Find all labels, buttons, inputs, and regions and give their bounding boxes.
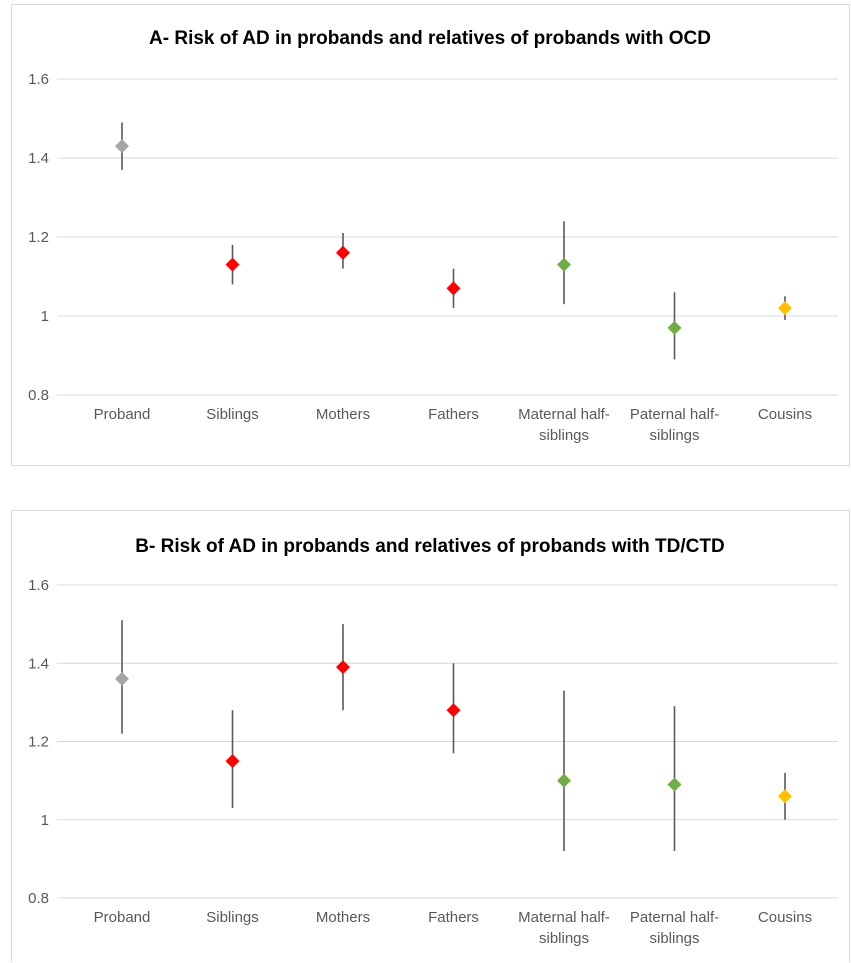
chart-a-svg: A- Risk of AD in probands and relatives …	[28, 28, 838, 444]
y-tick-label: 0.8	[28, 387, 49, 404]
chart-b-svg: B- Risk of AD in probands and relatives …	[28, 536, 838, 947]
x-tick-label: Proband	[94, 406, 151, 423]
x-tick-label: Maternal half-siblings	[518, 406, 610, 444]
x-tick-label: Mothers	[316, 406, 370, 423]
x-tick-label: Proband	[94, 909, 151, 926]
y-tick-label: 1.4	[28, 655, 49, 672]
data-point-marker	[667, 320, 682, 335]
x-tick-label: Paternal half-siblings	[630, 406, 719, 444]
data-point-marker	[778, 301, 792, 316]
data-point-marker	[336, 245, 350, 260]
x-tick-label: Fathers	[428, 909, 479, 926]
y-tick-label: 1.4	[28, 150, 49, 167]
y-tick-label: 0.8	[28, 890, 49, 907]
x-tick-label: Siblings	[206, 406, 259, 423]
data-point-marker	[225, 754, 240, 769]
y-tick-label: 1.6	[28, 577, 49, 594]
data-point-marker	[778, 789, 792, 804]
chart-panel-b: B- Risk of AD in probands and relatives …	[11, 510, 850, 962]
x-tick-label: Maternal half-siblings	[518, 909, 610, 947]
data-point-marker	[225, 257, 240, 272]
data-point-marker	[557, 773, 571, 788]
data-point-marker	[336, 660, 350, 675]
data-point-marker	[446, 703, 461, 718]
y-tick-label: 1.2	[28, 229, 49, 246]
data-point-marker	[667, 777, 682, 792]
x-tick-label: Siblings	[206, 909, 259, 926]
data-point-marker	[446, 281, 461, 296]
x-tick-label: Mothers	[316, 909, 370, 926]
y-tick-label: 1.2	[28, 734, 49, 751]
data-point-marker	[557, 257, 571, 272]
x-tick-label: Cousins	[758, 406, 812, 423]
y-tick-label: 1.6	[28, 71, 49, 88]
x-tick-label: Cousins	[758, 909, 812, 926]
data-point-marker	[115, 139, 129, 154]
chart-panel-a: A- Risk of AD in probands and relatives …	[11, 4, 850, 466]
chart-title: A- Risk of AD in probands and relatives …	[149, 28, 711, 49]
chart-title: B- Risk of AD in probands and relatives …	[135, 536, 724, 557]
data-point-marker	[115, 671, 129, 686]
y-tick-label: 1	[41, 812, 49, 829]
x-tick-label: Fathers	[428, 406, 479, 423]
y-tick-label: 1	[41, 308, 49, 325]
x-tick-label: Paternal half-siblings	[630, 909, 719, 947]
